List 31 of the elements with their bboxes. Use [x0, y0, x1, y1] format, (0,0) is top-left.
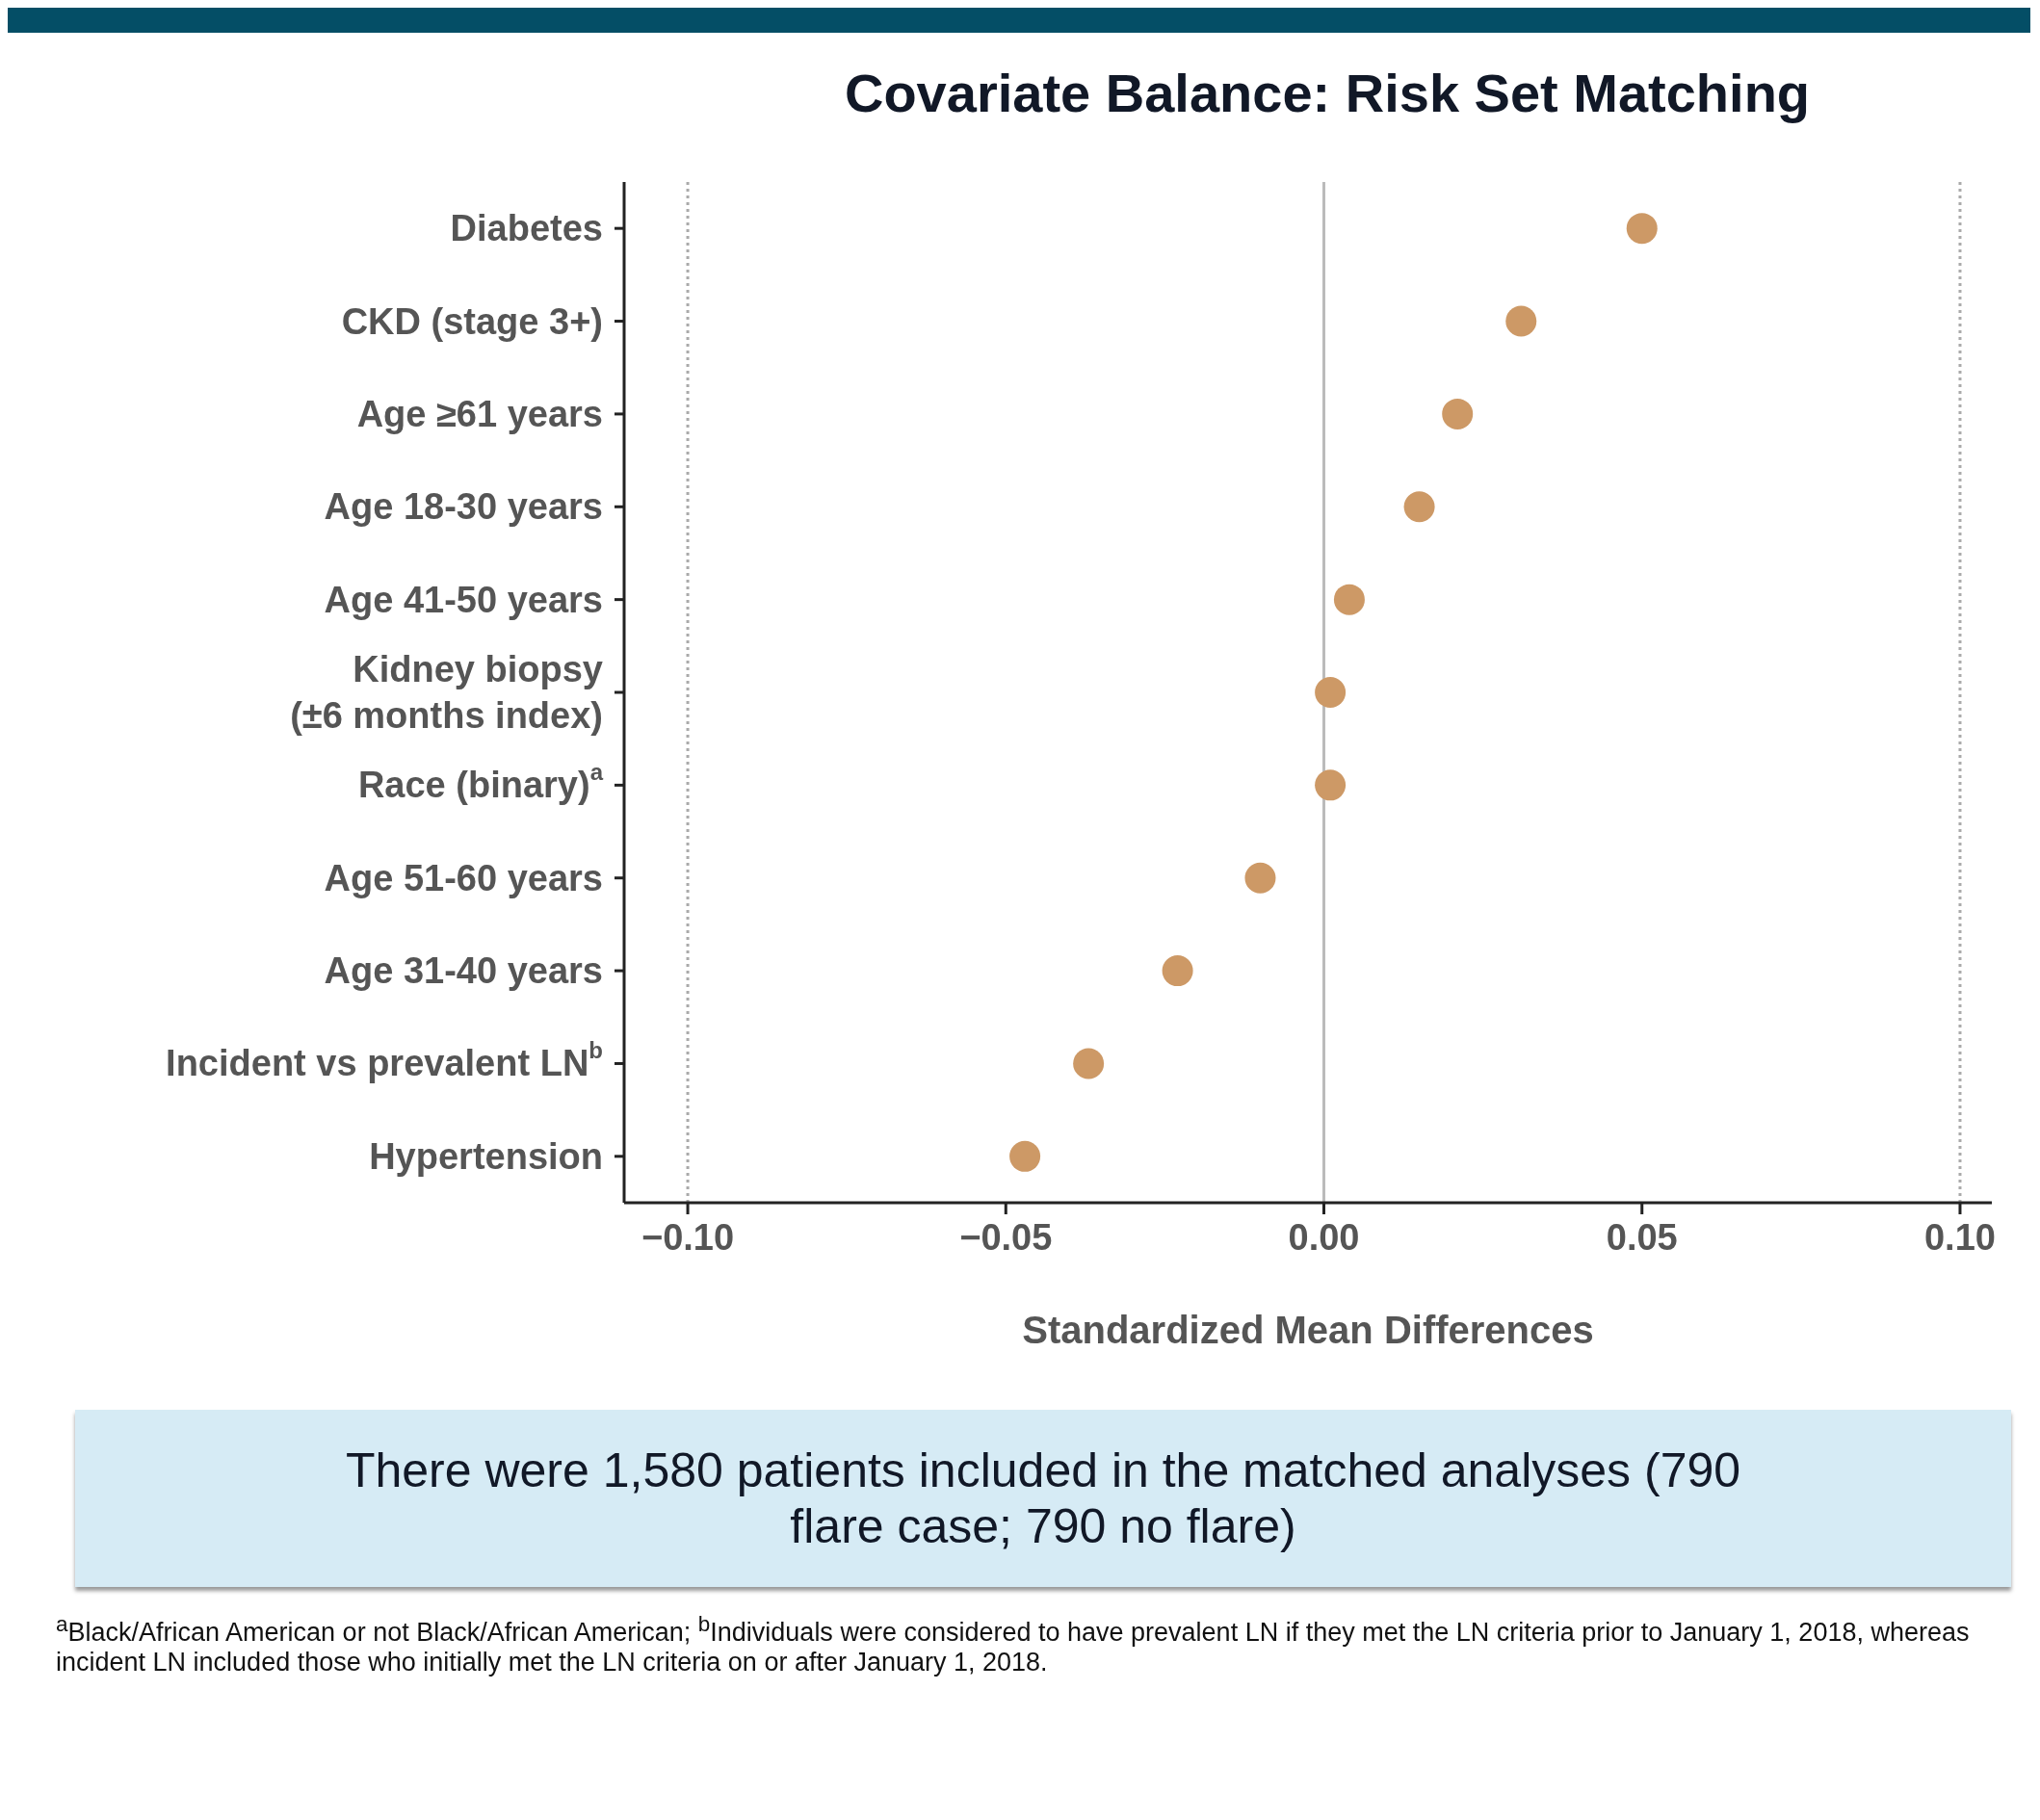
y-tick-label: Age ≥61 years	[356, 393, 603, 434]
point	[1333, 584, 1365, 615]
chart-title: Covariate Balance: Risk Set Matching	[843, 62, 1812, 124]
y-tick-label: Race (binary)$^{a}$	[357, 759, 604, 806]
x-tick-label: 0.00	[1288, 1216, 1360, 1258]
x-tick-label: −0.10	[641, 1216, 735, 1258]
text: $^{a}$Black/African American or not Black/African American; $^{b}$Individuals were considered to have prevalent LN if they met the LN criteria prior to January 1, 2018, whereas incident LN included those who initially met the LN criteria on or after January 1, 2018.	[56, 1612, 1971, 1677]
text: There were 1,580 patients included in the matched analyses (790 flare case; 790 no flare)	[75, 1410, 2011, 1587]
point	[1162, 955, 1193, 987]
point	[1442, 398, 1474, 429]
y-tick-label: Age 51-60 years	[324, 857, 603, 898]
y-tick-label: Hypertension	[369, 1135, 603, 1177]
x-axis-title: Standardized Mean Differences	[1021, 1309, 1595, 1352]
y-tick-label: Diabetes	[450, 208, 603, 249]
x-tick-label: 0.10	[1923, 1216, 1996, 1258]
point	[1315, 677, 1347, 708]
y-tick-label: CKD (stage 3+)	[341, 300, 603, 342]
y-tick-label: Kidney biopsy (±6 months index)	[290, 649, 603, 736]
point	[1315, 769, 1347, 801]
x-tick-label: −0.05	[959, 1216, 1053, 1258]
y-tick-label: Incident vs prevalent LN$^{b}$	[166, 1037, 603, 1084]
y-tick-label: Age 41-50 years	[324, 579, 603, 620]
x-tick-label: 0.05	[1606, 1216, 1678, 1258]
y-tick-label: Age 18-30 years	[324, 486, 603, 528]
point	[1009, 1140, 1041, 1172]
point	[1073, 1048, 1105, 1079]
point	[1626, 213, 1658, 245]
point	[1505, 305, 1537, 337]
point	[1244, 862, 1276, 894]
point	[1403, 491, 1435, 523]
y-tick-label: Age 31-40 years	[324, 950, 603, 992]
